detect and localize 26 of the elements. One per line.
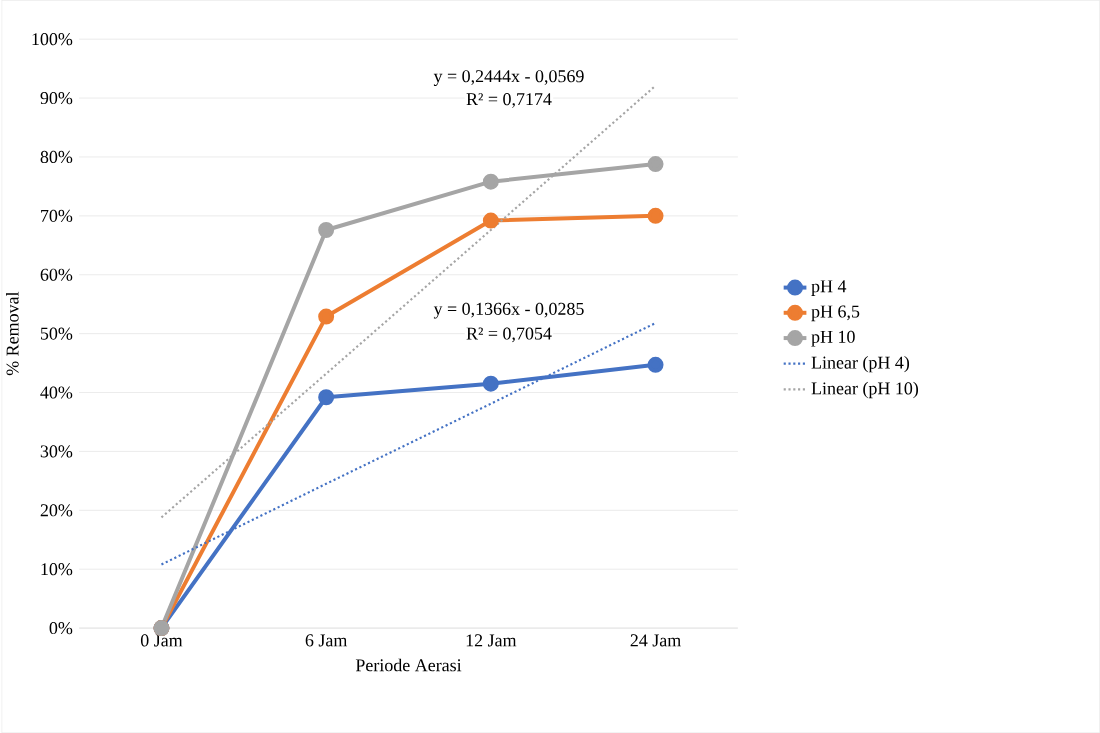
x-tick-label: 6 Jam bbox=[305, 634, 348, 647]
legend-label: pH 4 bbox=[811, 280, 847, 296]
legend-label: pH 6,5 bbox=[811, 305, 860, 322]
x-axis-title: Periode Aerasi bbox=[355, 658, 462, 672]
legend-label: Linear (pH 4) bbox=[811, 355, 910, 373]
y-tick-label: 0% bbox=[49, 621, 73, 635]
annotation: R² = 0,7054 bbox=[466, 327, 552, 343]
annotation: y = 0,1366x - 0,0285 bbox=[433, 302, 584, 319]
y-tick-label: 20% bbox=[40, 504, 73, 517]
y-tick-label: 10% bbox=[41, 563, 73, 576]
x-tick-label: 24 Jam bbox=[630, 634, 681, 647]
y-tick-label: 90% bbox=[40, 91, 73, 105]
y-tick-label: 80% bbox=[40, 150, 73, 163]
y-tick-label: 100% bbox=[32, 33, 73, 46]
legend-label: Linear (pH 10) bbox=[811, 381, 919, 399]
annotation: R² = 0,7174 bbox=[466, 92, 552, 108]
legend-label: pH 10 bbox=[811, 330, 855, 347]
x-tick-label: 12 Jam bbox=[466, 634, 517, 647]
y-axis-title: % Removal bbox=[6, 291, 19, 376]
y-tick-label: 70% bbox=[41, 209, 73, 222]
y-tick-label: 30% bbox=[40, 445, 73, 458]
y-tick-label: 50% bbox=[40, 327, 73, 340]
y-tick-label: 40% bbox=[40, 386, 73, 399]
y-tick-label: 60% bbox=[40, 268, 73, 281]
annotation: y = 0,2444x - 0,0569 bbox=[433, 70, 584, 86]
x-tick-label: 0 Jam bbox=[140, 634, 183, 647]
